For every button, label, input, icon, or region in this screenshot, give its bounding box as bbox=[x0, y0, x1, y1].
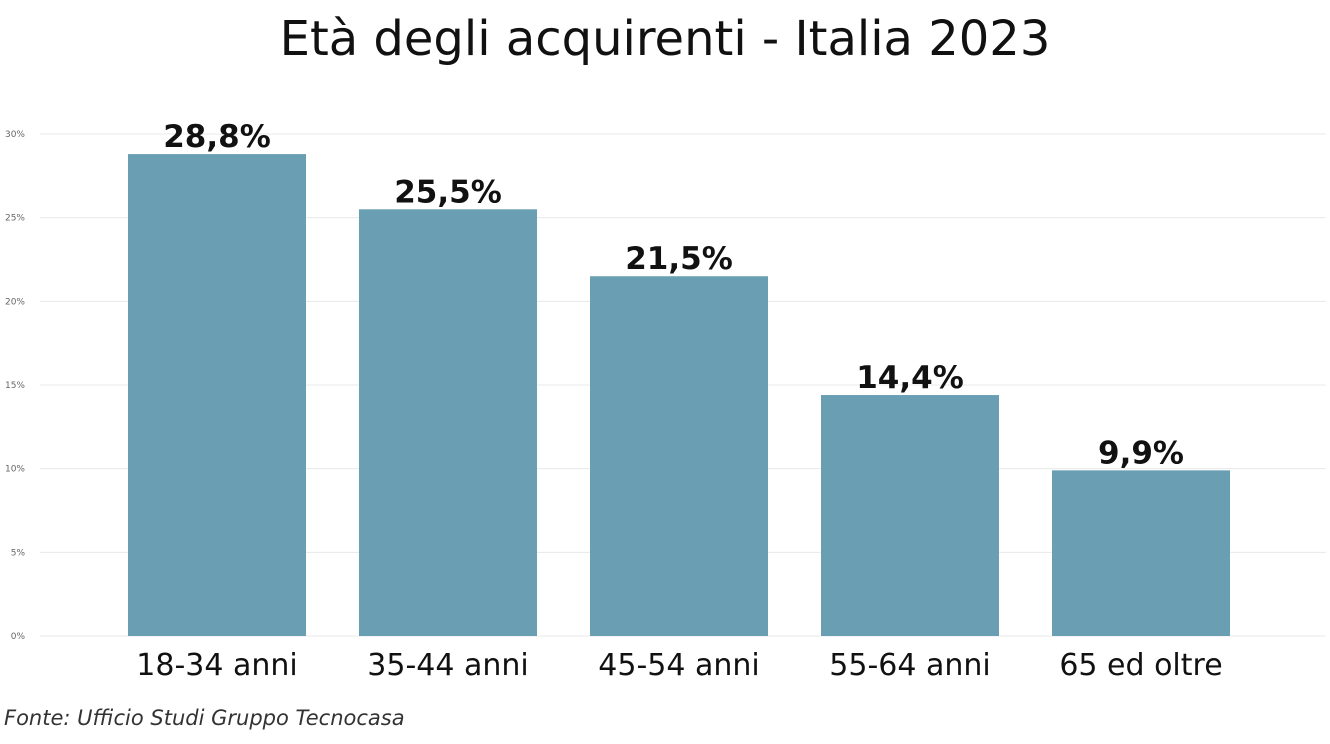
bar bbox=[359, 209, 537, 637]
y-tick-label: 5% bbox=[11, 548, 26, 558]
y-tick-label: 25% bbox=[5, 214, 25, 224]
x-tick-label: 55-64 anni bbox=[829, 648, 990, 683]
y-tick-label: 20% bbox=[5, 297, 25, 307]
y-tick-label: 10% bbox=[5, 465, 25, 475]
x-tick-label: 45-54 anni bbox=[598, 648, 759, 683]
data-label: 9,9% bbox=[1098, 435, 1184, 471]
y-axis-ticks: 0% 5% 10% 15% 20% 25% 30% bbox=[5, 130, 25, 642]
data-label: 28,8% bbox=[163, 119, 271, 155]
chart-title: Età degli acquirenti - Italia 2023 bbox=[279, 11, 1051, 67]
bar bbox=[590, 276, 768, 636]
x-tick-label: 18-34 anni bbox=[136, 648, 297, 683]
bars bbox=[128, 154, 1230, 637]
bar bbox=[821, 395, 999, 636]
x-axis-ticks: 18-34 anni 35-44 anni 45-54 anni 55-64 anni… bbox=[136, 648, 1222, 683]
data-label: 25,5% bbox=[394, 174, 502, 210]
x-tick-label: 65 ed oltre bbox=[1059, 648, 1222, 683]
source-note: Fonte: Ufficio Studi Gruppo Tecnocasa bbox=[4, 706, 405, 730]
y-tick-label: 15% bbox=[5, 381, 25, 391]
x-tick-label: 35-44 anni bbox=[367, 648, 528, 683]
y-tick-label: 0% bbox=[11, 632, 26, 642]
bar bbox=[128, 154, 306, 636]
bar bbox=[1052, 470, 1230, 636]
data-labels: 28,8% 25,5% 21,5% 14,4% 9,9% bbox=[163, 119, 1184, 471]
data-label: 21,5% bbox=[625, 241, 733, 277]
y-tick-label: 30% bbox=[5, 130, 25, 140]
data-label: 14,4% bbox=[856, 360, 964, 396]
